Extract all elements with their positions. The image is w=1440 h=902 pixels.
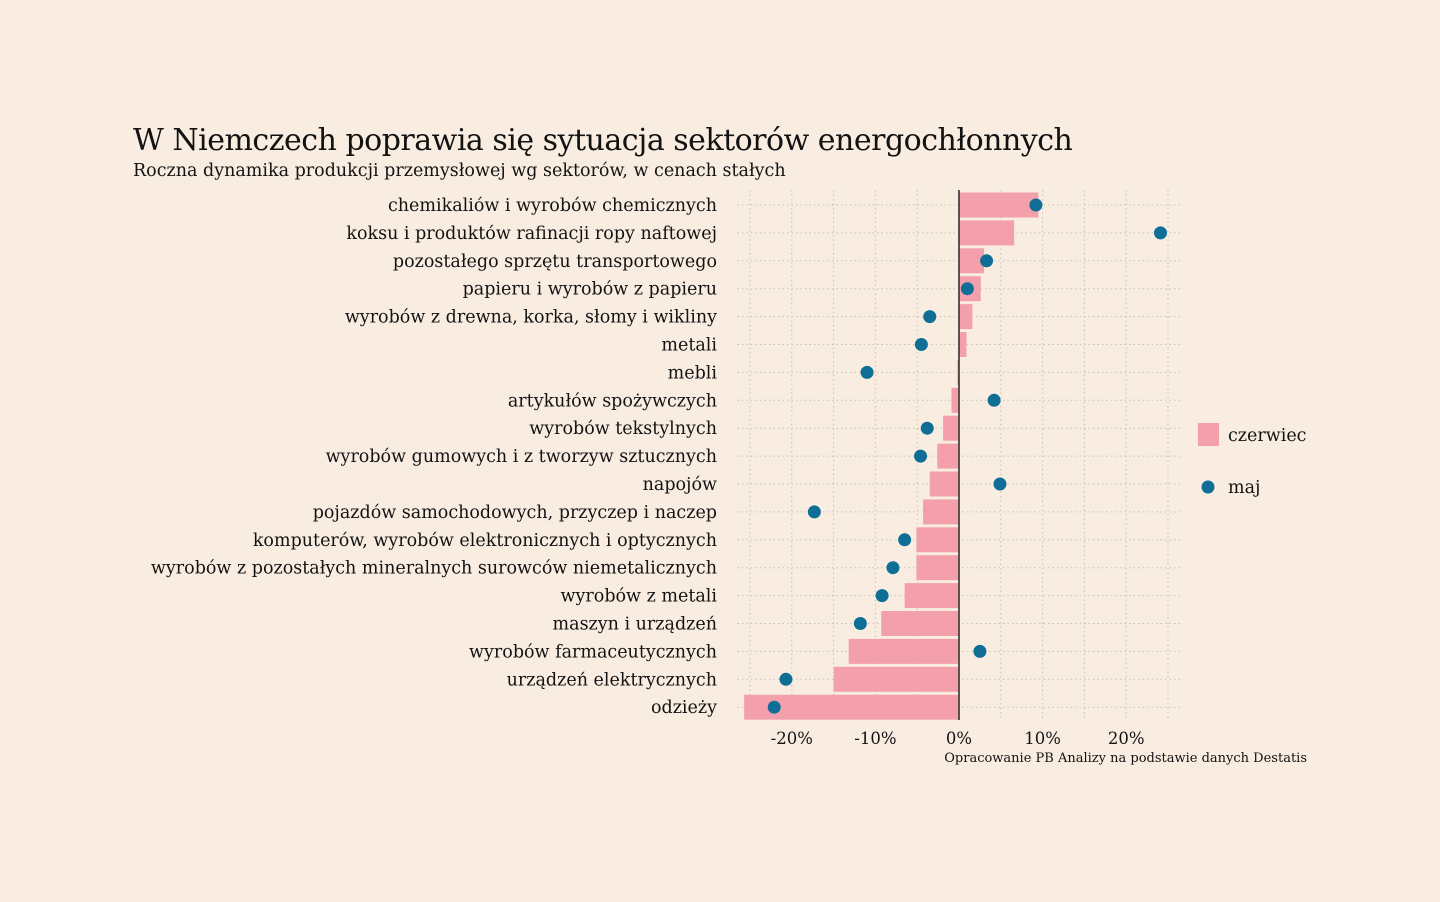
category-label: metali [661,336,717,356]
bar-czerwiec [916,555,959,581]
point-maj [898,533,912,547]
point-maj [1029,198,1043,212]
category-label: wyrobów z metali [561,587,718,607]
point-maj [914,338,928,351]
point-maj [767,700,781,714]
bar-czerwiec [959,332,967,357]
bar-czerwiec [959,304,973,330]
bars-layer [744,192,1039,720]
x-tick-label: -20% [771,729,813,748]
category-label: napojów [643,475,717,495]
point-maj [914,449,928,463]
legend-label-maj: maj [1228,478,1260,498]
point-maj [860,365,874,379]
point-maj [1153,226,1167,240]
category-labels: chemikaliów i wyrobów chemicznych koksu i… [151,196,717,718]
category-label: papieru i wyrobów z papieru [463,280,717,300]
bar-czerwiec [916,527,959,553]
chart-title: W Niemczech poprawia się sytuacja sektor… [133,123,1073,158]
category-label: wyrobów farmaceutycznych [469,642,717,662]
category-label: pojazdów samochodowych, przyczep i nacze… [313,503,717,523]
points-layer [767,198,1167,714]
x-tick-label: -10% [854,729,896,748]
point-maj [980,254,994,268]
point-maj [920,421,934,435]
point-maj [875,589,889,603]
bar-czerwiec [904,583,959,609]
point-maj [923,310,937,324]
category-label: wyrobów gumowych i z tworzyw sztucznych [326,447,717,467]
bar-czerwiec [951,387,959,413]
bar-czerwiec [943,415,959,441]
chart-caption: Opracowanie PB Analizy na podstawie dany… [944,751,1307,766]
point-maj [853,617,867,630]
point-maj [987,393,1001,407]
category-label: artykułów spożywczych [508,391,717,411]
bar-czerwiec [957,359,959,385]
point-maj [886,561,900,575]
x-axis-ticks: -20% -10% 0% 10% 20% [771,729,1145,748]
legend: czerwiec maj [1198,423,1306,498]
bar-czerwiec [929,471,959,497]
category-label: wyrobów z pozostałych mineralnych surowc… [151,559,717,579]
bar-czerwiec [923,499,959,525]
category-label: wyrobów tekstylnych [529,419,717,439]
chart-subtitle: Roczna dynamika produkcji przemysłowej w… [133,161,786,181]
point-maj [993,477,1007,491]
category-label: pozostałego sprzętu transportowego [393,252,717,272]
category-label: koksu i produktów rafinacji ropy naftowe… [346,224,717,244]
category-label: chemikaliów i wyrobów chemicznych [388,196,717,216]
category-label: urządzeń elektrycznych [507,670,717,690]
bar-czerwiec [959,248,985,274]
legend-marker-maj [1201,480,1215,494]
category-label: maszyn i urządzeń [553,615,717,635]
category-label: mebli [668,363,718,383]
bar-czerwiec [959,192,1039,218]
category-label: wyrobów z drewna, korka, słomy i wikliny [345,308,717,328]
bar-czerwiec [881,611,959,636]
legend-swatch-czerwiec [1198,423,1219,446]
x-tick-label: 0% [946,729,972,748]
bar-czerwiec [937,443,959,469]
bar-czerwiec [833,666,959,692]
point-maj [779,672,793,686]
x-tick-label: 10% [1024,729,1061,748]
point-maj [960,282,974,296]
category-label: odzieży [651,698,717,718]
point-maj [973,644,987,658]
category-label: komputerów, wyrobów elektronicznych i op… [253,531,717,551]
bar-czerwiec [848,638,959,664]
bar-czerwiec [959,220,1015,246]
x-tick-label: 20% [1108,729,1145,748]
point-maj [807,505,821,519]
legend-label-czerwiec: czerwiec [1228,426,1306,446]
